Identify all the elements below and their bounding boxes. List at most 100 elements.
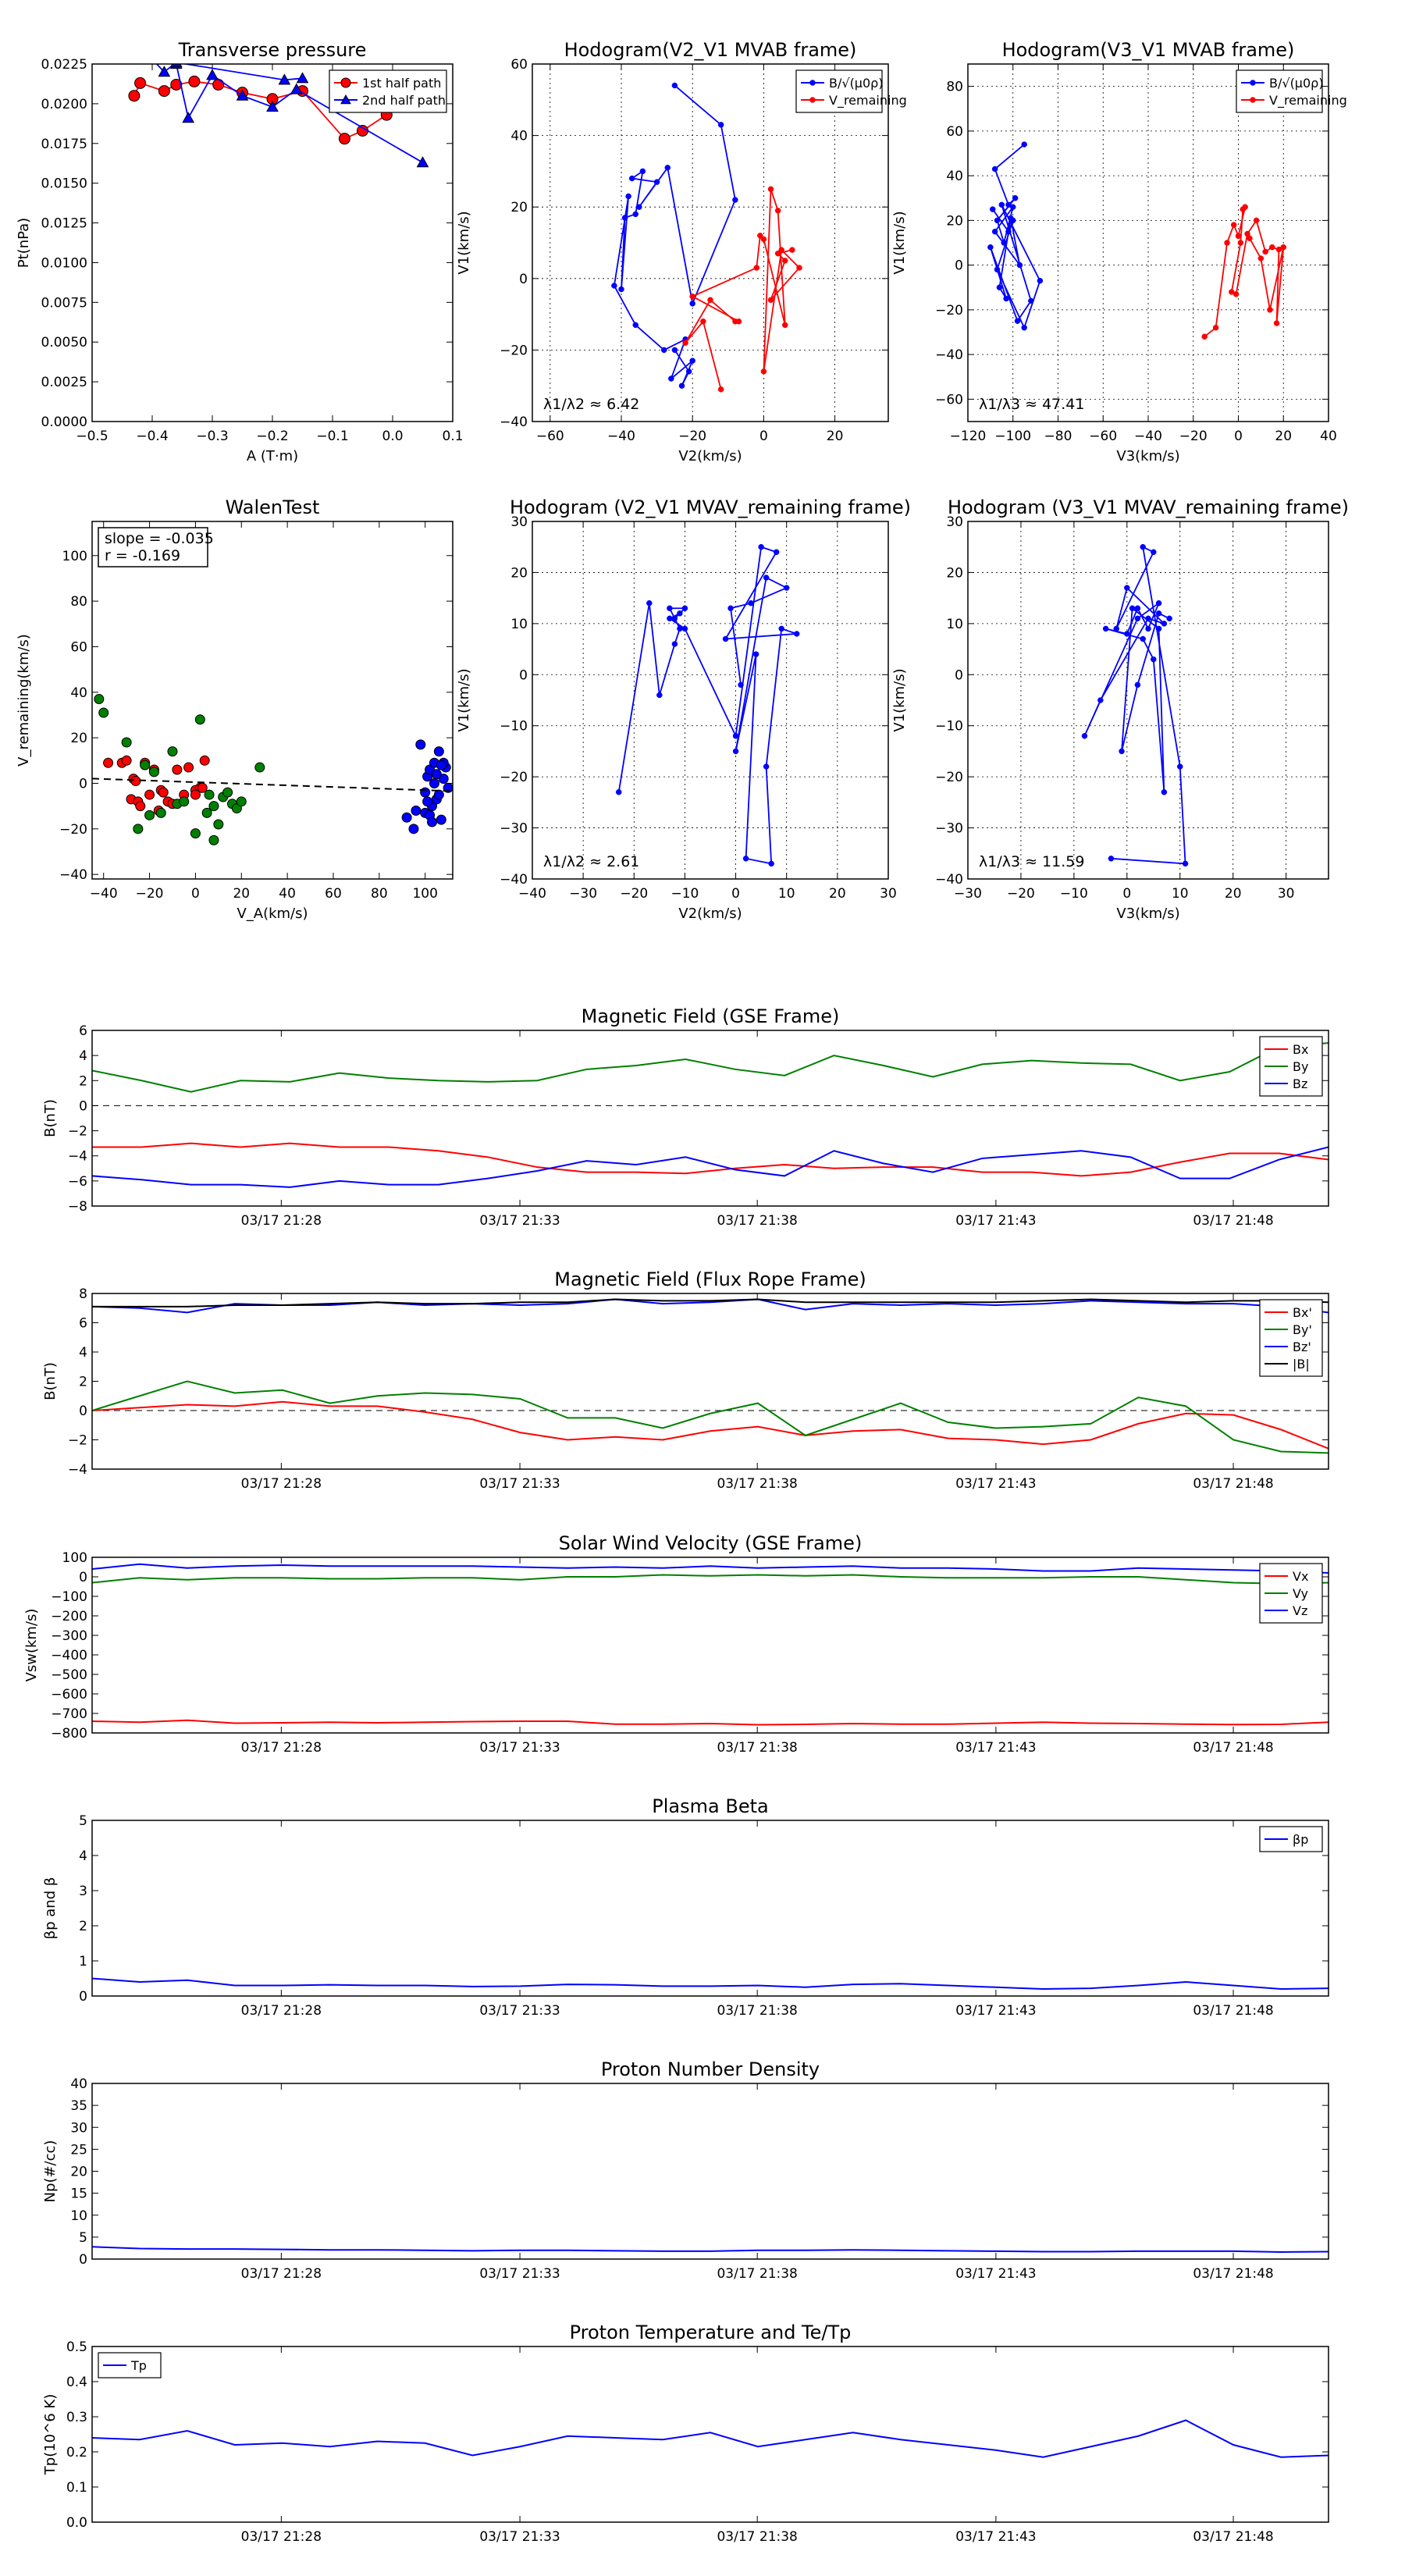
data-point — [689, 301, 695, 307]
legend-label: Bz — [1293, 1076, 1307, 1091]
y-tick-label: −500 — [51, 1667, 87, 1683]
series-bz — [92, 1146, 1329, 1188]
y-tick-label: 4 — [79, 1848, 87, 1864]
x-tick-label: −60 — [536, 429, 564, 444]
x-tick-label: 03/17 21:38 — [717, 2529, 797, 2545]
x-tick-label: 60 — [325, 886, 342, 902]
x-axis-label: V2(km/s) — [678, 906, 742, 922]
chart-magnetic-field-flux-rope: Magnetic Field (Flux Rope Frame) −4 −2 0 2 4 6… — [42, 1268, 1329, 1492]
data-point — [121, 737, 132, 748]
plot-area — [615, 543, 800, 867]
y-axis-label: B(nT) — [42, 1099, 59, 1137]
data-point — [147, 54, 158, 64]
y-tick-label: 0.1 — [66, 2480, 87, 2496]
x-tick-label: 03/17 21:28 — [241, 1213, 322, 1229]
legend-box — [1236, 69, 1323, 113]
data-point — [789, 247, 795, 253]
x-tick-label: 03/17 21:38 — [717, 1213, 797, 1229]
chart-hodogram-v3-v1-mvav: Hodogram (V3_V1 MVAV_remaining frame) −40… — [891, 496, 1349, 922]
legend-label: V_remaining — [1269, 93, 1347, 109]
data-point — [639, 168, 646, 175]
plot-area — [92, 2246, 1329, 2254]
data-point — [208, 801, 219, 812]
series-line — [92, 1380, 1329, 1454]
plot-area — [611, 82, 802, 393]
plot-frame — [91, 1030, 1329, 1207]
legend: βp — [1259, 1826, 1323, 1852]
series-line — [92, 2246, 1329, 2254]
data-point — [208, 834, 219, 845]
x-tick-label: −100 — [994, 429, 1031, 444]
series-line — [92, 2419, 1329, 2458]
x-axis-label: V3(km/s) — [1116, 448, 1179, 464]
y-tick-label: 20 — [946, 213, 963, 229]
data-point — [677, 625, 683, 632]
data-point — [738, 681, 744, 688]
data-point — [169, 64, 183, 68]
data-point — [774, 208, 781, 214]
x-tick-label: 0 — [759, 429, 768, 444]
plot-area — [987, 141, 1286, 340]
data-point — [1113, 625, 1119, 632]
legend-box — [329, 69, 447, 113]
data-point — [338, 133, 350, 145]
y-tick-label: 6 — [79, 1316, 87, 1332]
x-tick-label: 30 — [1278, 886, 1295, 902]
chart-title: Hodogram (V3_V1 MVAV_remaining frame) — [948, 496, 1349, 518]
data-point — [763, 575, 770, 581]
y-tick-label: 3 — [79, 1884, 87, 1899]
annotation-text: λ1/λ2 ≈ 6.42 — [543, 396, 639, 413]
y-tick-label: 20 — [70, 2165, 87, 2180]
series--p — [92, 1977, 1329, 1991]
data-point — [783, 585, 790, 591]
y-tick-label: −20 — [59, 822, 87, 838]
y-tick-label: 60 — [510, 57, 528, 73]
data-point — [1224, 240, 1230, 246]
series-line — [92, 1574, 1329, 1585]
chart-title: Magnetic Field (GSE Frame) — [582, 1005, 840, 1027]
series-bx — [92, 1142, 1329, 1177]
legend: B/√(μ0ρ) V_remaining — [795, 69, 907, 113]
y-tick-label: −30 — [935, 821, 963, 837]
x-tick-label: 03/17 21:38 — [717, 1476, 797, 1492]
y-tick-label: 0 — [79, 1098, 87, 1114]
data-point — [671, 641, 678, 647]
data-point — [1134, 605, 1141, 611]
data-point — [760, 236, 767, 243]
y-axis-label: V1(km/s) — [891, 211, 908, 274]
y-tick-label: 20 — [946, 565, 963, 581]
data-point — [429, 777, 439, 788]
y-tick-label: 0.0000 — [41, 415, 87, 430]
data-point — [625, 193, 631, 200]
data-point — [190, 828, 201, 839]
chart-transverse-pressure: Transverse pressure 0.0000 0.0025 0.0050 0.0… — [16, 39, 464, 464]
y-tick-label: −200 — [51, 1609, 87, 1624]
data-point — [732, 197, 738, 203]
x-tick-label: −0.2 — [256, 429, 288, 444]
y-tick-label: −40 — [935, 347, 963, 363]
x-tick-label: 03/17 21:33 — [479, 1740, 560, 1756]
data-point — [1145, 615, 1151, 622]
legend: 1st half path 2nd half path — [329, 69, 447, 113]
y-tick-label: 0.5 — [66, 2339, 87, 2355]
annotation-text: r = -0.169 — [105, 547, 180, 564]
data-point — [667, 605, 673, 611]
series-tp — [92, 2419, 1329, 2458]
y-tick-label: −2 — [68, 1433, 87, 1449]
data-point — [1119, 748, 1125, 755]
data-point — [433, 789, 444, 800]
y-tick-label: 0.0175 — [41, 137, 87, 152]
series-line — [92, 1977, 1329, 1991]
data-point — [773, 549, 780, 556]
data-point — [671, 615, 678, 622]
x-tick-label: 03/17 21:38 — [717, 2266, 797, 2282]
x-tick-label: 0 — [731, 886, 740, 902]
legend: B/√(μ0ρ) V_remaining — [1236, 69, 1347, 113]
series-1 — [94, 694, 265, 845]
data-point — [1134, 681, 1141, 688]
data-point — [1016, 262, 1023, 269]
data-point — [158, 787, 169, 798]
data-point — [782, 322, 788, 329]
x-tick-label: 03/17 21:48 — [1193, 2003, 1273, 2019]
data-point — [1177, 763, 1183, 770]
